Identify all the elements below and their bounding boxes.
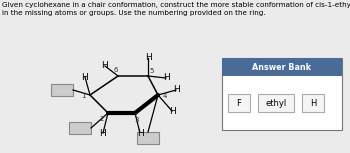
Text: H: H (145, 54, 151, 62)
Text: H: H (82, 73, 88, 82)
Bar (222, 58, 342, 76)
Text: 4: 4 (163, 93, 167, 99)
Text: 3: 3 (135, 117, 139, 123)
Text: 1: 1 (81, 93, 85, 99)
Text: H: H (102, 62, 108, 71)
Text: 5: 5 (150, 68, 154, 74)
Bar (228, 94, 250, 112)
Text: H: H (310, 99, 316, 108)
Bar (302, 94, 324, 112)
Bar (137, 132, 159, 144)
Text: 6: 6 (114, 67, 118, 73)
Text: Given cyclohexane in a chair conformation, construct the more stable conformatio: Given cyclohexane in a chair conformatio… (2, 2, 350, 8)
Text: H: H (169, 106, 175, 116)
Text: H: H (173, 86, 179, 95)
Text: in the missing atoms or groups. Use the numbering provided on the ring.: in the missing atoms or groups. Use the … (2, 10, 266, 16)
Text: 2: 2 (100, 116, 104, 122)
Text: H: H (100, 129, 106, 138)
Text: ethyl: ethyl (265, 99, 287, 108)
Text: F: F (237, 99, 242, 108)
Bar (51, 84, 73, 96)
Bar (222, 58, 342, 130)
Bar (69, 122, 91, 134)
Text: Answer Bank: Answer Bank (252, 62, 312, 71)
Bar (258, 94, 294, 112)
Text: H: H (136, 129, 144, 138)
Text: H: H (163, 73, 169, 82)
